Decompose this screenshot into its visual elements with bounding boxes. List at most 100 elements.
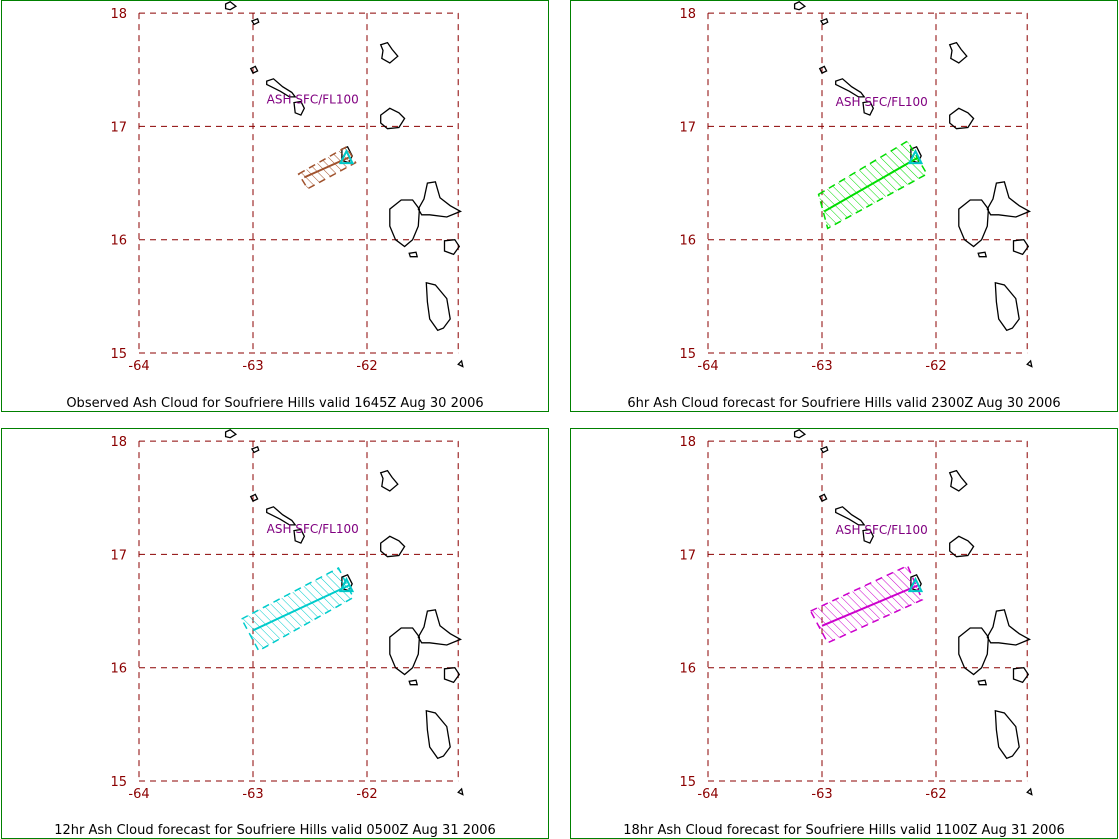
lon-tick-label: -63 — [242, 359, 263, 374]
coastlines — [224, 1, 464, 368]
island-outline — [379, 41, 399, 64]
island-outline — [958, 627, 990, 676]
ash-cloud-polygon — [817, 140, 928, 230]
island-outline — [417, 609, 463, 646]
island-outline — [389, 199, 421, 248]
island-outline — [948, 41, 968, 64]
lat-tick-label: 18 — [110, 435, 127, 450]
island-outline — [293, 528, 306, 544]
lat-tick-label: 17 — [679, 120, 696, 135]
lat-tick-label: 16 — [110, 234, 127, 249]
island-outline — [835, 78, 866, 98]
island-outline — [249, 493, 259, 502]
lon-tick-label: -63 — [811, 359, 832, 374]
island-outline — [224, 429, 238, 439]
lon-tick-label: -62 — [356, 359, 377, 374]
island-outline — [408, 251, 419, 258]
island-outline — [1026, 787, 1033, 796]
island-outline — [266, 506, 297, 526]
island-outline — [293, 100, 306, 116]
island-outline — [948, 469, 968, 492]
island-outline — [457, 787, 464, 796]
island-outline — [949, 107, 975, 130]
island-outline — [249, 65, 259, 74]
lat-tick-label: 15 — [679, 347, 696, 362]
map-canvas: 18 17 16 15-64 -63 -62 ASH SFC/FL100 — [679, 1, 1033, 374]
ash-layer-label: ASH SFC/FL100 — [836, 523, 928, 537]
island-outline — [425, 281, 451, 332]
island-outline — [819, 17, 829, 26]
map-canvas: 18 17 16 15-64 -63 -62 ASH SFC/FL100 — [110, 1, 464, 374]
lat-tick-label: 15 — [110, 775, 127, 790]
island-outline — [977, 679, 988, 686]
island-outline — [380, 107, 406, 130]
panel-caption: 18hr Ash Cloud forecast for Soufriere Hi… — [623, 823, 1065, 838]
graticule — [707, 440, 1028, 782]
volcano-icon — [907, 576, 924, 593]
island-outline — [380, 535, 406, 558]
lat-tick-label: 17 — [110, 120, 127, 135]
graticule — [138, 440, 459, 782]
island-outline — [958, 199, 990, 248]
lon-tick-label: -64 — [697, 787, 718, 802]
lat-tick-label: 17 — [110, 548, 127, 563]
island-outline — [417, 181, 463, 218]
island-outline — [224, 1, 238, 11]
island-outline — [425, 709, 451, 760]
panel-caption: Observed Ash Cloud for Soufriere Hills v… — [66, 396, 484, 411]
lon-tick-label: -64 — [128, 359, 149, 374]
island-outline — [389, 627, 421, 676]
lat-tick-label: 15 — [110, 347, 127, 362]
map-panel-12hr-forecast: 18 17 16 15 -64 -63 -62 ASH SFC/FL100 12hr Ash … — [1, 428, 549, 839]
island-outline — [1012, 667, 1030, 684]
map-canvas: 18 17 16 15-64 -63 -62 ASH SFC/FL100 — [679, 429, 1033, 802]
lat-tick-label: 18 — [679, 7, 696, 22]
island-outline — [250, 445, 260, 454]
volcano-icon — [907, 148, 924, 165]
island-outline — [986, 609, 1032, 646]
island-outline — [443, 667, 461, 684]
lat-tick-label: 18 — [679, 435, 696, 450]
island-outline — [835, 506, 866, 526]
lon-tick-label: -62 — [925, 359, 946, 374]
island-outline — [457, 359, 464, 368]
ash-cloud-axis — [823, 156, 920, 213]
ash-layer-label: ASH SFC/FL100 — [267, 522, 359, 536]
island-outline — [862, 528, 875, 544]
volcano-icon — [338, 148, 355, 165]
volcano-icon — [338, 576, 355, 593]
island-outline — [793, 1, 807, 11]
lat-tick-label: 17 — [679, 548, 696, 563]
island-outline — [408, 679, 419, 686]
lat-tick-label: 16 — [110, 662, 127, 677]
island-outline — [443, 239, 461, 256]
island-outline — [994, 281, 1020, 332]
map-panel-18hr-forecast: 18 17 16 15 -64 -63 -62 ASH SFC/FL100 18hr Ash … — [570, 428, 1118, 839]
lon-tick-label: -64 — [697, 359, 718, 374]
island-outline — [818, 493, 828, 502]
ash-cloud-axis — [252, 584, 351, 632]
lat-tick-label: 16 — [679, 662, 696, 677]
graticule — [138, 12, 459, 354]
island-outline — [862, 100, 875, 116]
island-outline — [1012, 239, 1030, 256]
island-outline — [819, 445, 829, 454]
lat-tick-label: 16 — [679, 234, 696, 249]
panel-caption: 12hr Ash Cloud forecast for Soufriere Hi… — [54, 823, 496, 838]
island-outline — [818, 65, 828, 74]
lat-tick-label: 15 — [679, 775, 696, 790]
coastlines — [793, 1, 1033, 368]
map-panel-6hr-forecast: 18 17 16 15 -64 -63 -62 ASH SFC/FL100 6hr Ash C… — [570, 0, 1118, 412]
island-outline — [949, 535, 975, 558]
island-outline — [250, 17, 260, 26]
map-canvas: 18 17 16 15-64 -63 -62 ASH SFC/FL100 — [110, 429, 464, 802]
lon-tick-label: -64 — [128, 787, 149, 802]
lon-tick-label: -63 — [811, 787, 832, 802]
ash-layer-label: ASH SFC/FL100 — [836, 95, 928, 109]
map-panel-observed: 18 17 16 15 -64 -63 -62 ASH SFC/FL100 Observed … — [1, 0, 549, 412]
island-outline — [986, 181, 1032, 218]
panel-caption: 6hr Ash Cloud forecast for Soufriere Hil… — [627, 396, 1061, 411]
ash-cloud-axis — [821, 584, 920, 627]
island-outline — [379, 469, 399, 492]
island-outline — [1026, 359, 1033, 368]
